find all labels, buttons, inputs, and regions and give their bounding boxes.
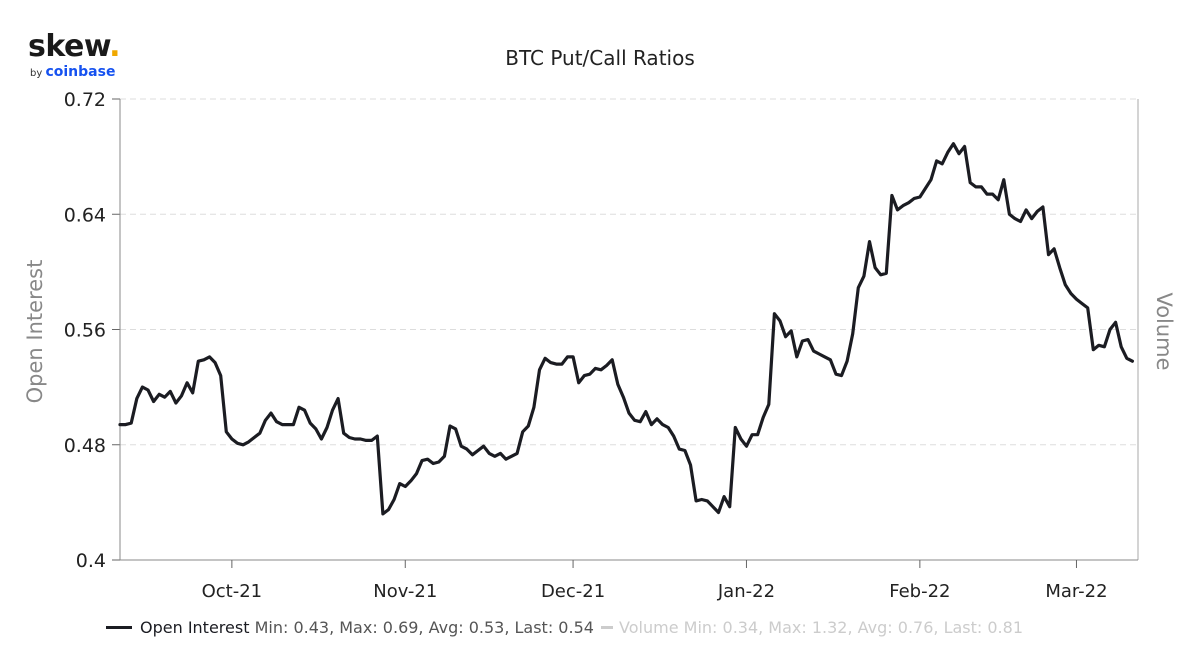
legend-label-volume: Volume [619, 618, 679, 637]
y-axis-title-right: Volume [1152, 292, 1176, 370]
y-tick-label: 0.56 [64, 320, 106, 342]
y-tick-label: 0.64 [64, 204, 106, 226]
x-tick-label: Jan-22 [717, 581, 775, 602]
legend-stats-open-interest: Min: 0.43, Max: 0.69, Avg: 0.53, Last: 0… [254, 618, 594, 637]
x-tick-label: Oct-21 [202, 581, 263, 602]
legend-item-volume[interactable]: Volume Min: 0.34, Max: 1.32, Avg: 0.76, … [601, 618, 1023, 637]
legend-item-open-interest[interactable]: Open Interest Min: 0.43, Max: 0.69, Avg:… [106, 618, 594, 637]
series-line-open-interest [118, 142, 1134, 516]
legend: Open Interest Min: 0.43, Max: 0.69, Avg:… [106, 618, 1023, 637]
x-tick-label: Mar-22 [1045, 581, 1107, 602]
legend-swatch-volume [601, 625, 614, 629]
logo-brand: coinbase [45, 64, 116, 80]
legend-swatch-open-interest [106, 625, 132, 629]
y-tick-label: 0.72 [64, 89, 106, 111]
chart-title: BTC Put/Call Ratios [505, 46, 695, 70]
x-tick-label: Nov-21 [373, 581, 437, 602]
legend-label-open-interest: Open Interest [140, 618, 250, 637]
x-tick-label: Feb-22 [889, 581, 950, 602]
y-tick-label: 0.4 [76, 550, 106, 572]
logo-byline: by coinbase [30, 64, 116, 80]
x-tick-label: Dec-21 [541, 581, 605, 602]
y-tick-label: 0.48 [64, 435, 106, 457]
skew-logo: skew. by coinbase [28, 29, 121, 81]
y-axis-title: Open Interest [23, 260, 47, 404]
legend-stats-volume: Min: 0.34, Max: 1.32, Avg: 0.76, Last: 0… [683, 618, 1023, 637]
logo-wordmark: skew. [28, 29, 121, 64]
